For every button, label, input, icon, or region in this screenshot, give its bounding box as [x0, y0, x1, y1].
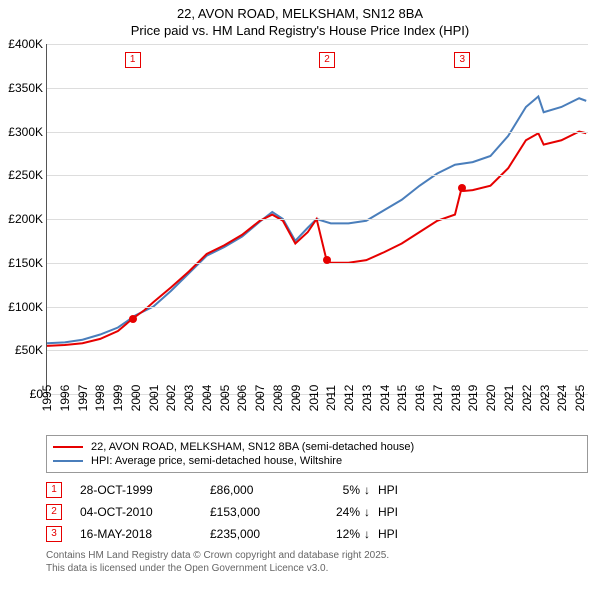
sale-marker: 3 — [454, 52, 470, 68]
x-axis-label: 2002 — [164, 385, 178, 412]
chart-footer: Contains HM Land Registry data © Crown c… — [46, 549, 588, 575]
x-axis-label: 1997 — [76, 385, 90, 412]
sales-marker-box: 2 — [46, 504, 62, 520]
x-axis-label: 2023 — [538, 385, 552, 412]
chart-legend: 22, AVON ROAD, MELKSHAM, SN12 8BA (semi-… — [46, 435, 588, 473]
sales-row: 1 28-OCT-1999£86,0005%↓HPI — [46, 479, 588, 501]
down-arrow-icon: ↓ — [364, 527, 378, 541]
x-axis-label: 2006 — [235, 385, 249, 412]
sales-diff: 12% — [310, 527, 364, 541]
x-axis-label: 2009 — [289, 385, 303, 412]
sales-diff: 24% — [310, 505, 364, 519]
x-axis-label: 2017 — [431, 385, 445, 412]
gridline — [47, 44, 588, 45]
y-axis-label: £100K — [8, 300, 43, 314]
sales-marker-box: 1 — [46, 482, 62, 498]
sale-marker: 2 — [319, 52, 335, 68]
y-axis-label: £200K — [8, 212, 43, 226]
sales-row: 3 16-MAY-2018£235,00012%↓HPI — [46, 523, 588, 545]
x-axis-label: 1996 — [58, 385, 72, 412]
sales-date: 28-OCT-1999 — [80, 483, 210, 497]
x-axis-label: 2003 — [182, 385, 196, 412]
down-arrow-icon: ↓ — [364, 483, 378, 497]
legend-item: HPI: Average price, semi-detached house,… — [53, 454, 581, 468]
y-axis-label: £400K — [8, 37, 43, 51]
x-axis-label: 1999 — [111, 385, 125, 412]
legend-item: 22, AVON ROAD, MELKSHAM, SN12 8BA (semi-… — [53, 440, 581, 454]
x-axis-label: 2010 — [307, 385, 321, 412]
sales-tag: HPI — [378, 527, 398, 541]
footer-line1: Contains HM Land Registry data © Crown c… — [46, 549, 588, 562]
gridline — [47, 132, 588, 133]
y-axis-label: £50K — [15, 343, 43, 357]
x-axis-label: 2024 — [555, 385, 569, 412]
legend-label: 22, AVON ROAD, MELKSHAM, SN12 8BA (semi-… — [91, 441, 414, 453]
y-axis-label: £350K — [8, 81, 43, 95]
sales-price: £86,000 — [210, 483, 310, 497]
x-axis-label: 2008 — [271, 385, 285, 412]
x-axis-label: 2015 — [395, 385, 409, 412]
x-axis-label: 2016 — [413, 385, 427, 412]
sales-marker-box: 3 — [46, 526, 62, 542]
y-axis-label: £250K — [8, 168, 43, 182]
y-axis-label: £300K — [8, 125, 43, 139]
x-axis-label: 2005 — [218, 385, 232, 412]
sales-date: 04-OCT-2010 — [80, 505, 210, 519]
sales-tag: HPI — [378, 483, 398, 497]
gridline — [47, 350, 588, 351]
sales-tag: HPI — [378, 505, 398, 519]
x-axis-label: 2014 — [378, 385, 392, 412]
series-property — [47, 132, 586, 346]
gridline — [47, 88, 588, 89]
sales-price: £235,000 — [210, 527, 310, 541]
legend-swatch — [53, 460, 83, 462]
x-axis-label: 2018 — [449, 385, 463, 412]
chart-plot-area: £0£50K£100K£150K£200K£250K£300K£350K£400… — [46, 44, 588, 395]
x-axis-label: 2007 — [253, 385, 267, 412]
footer-line2: This data is licensed under the Open Gov… — [46, 562, 588, 575]
x-axis-label: 2004 — [200, 385, 214, 412]
x-axis-label: 2000 — [129, 385, 143, 412]
x-axis-label: 2011 — [324, 385, 338, 411]
gridline — [47, 307, 588, 308]
sales-row: 2 04-OCT-2010£153,00024%↓HPI — [46, 501, 588, 523]
legend-label: HPI: Average price, semi-detached house,… — [91, 455, 342, 467]
sales-diff: 5% — [310, 483, 364, 497]
x-axis-label: 2021 — [502, 385, 516, 412]
sale-dot — [129, 315, 137, 323]
chart-container: 22, AVON ROAD, MELKSHAM, SN12 8BA Price … — [0, 0, 600, 575]
x-axis-label: 2001 — [147, 385, 161, 412]
x-axis-label: 2025 — [573, 385, 587, 412]
sale-dot — [323, 256, 331, 264]
x-axis-label: 2019 — [466, 385, 480, 412]
x-axis-label: 2022 — [520, 385, 534, 412]
y-axis-label: £150K — [8, 256, 43, 270]
sale-marker: 1 — [125, 52, 141, 68]
sales-table: 128-OCT-1999£86,0005%↓HPI204-OCT-2010£15… — [46, 479, 588, 545]
sales-date: 16-MAY-2018 — [80, 527, 210, 541]
legend-swatch — [53, 446, 83, 448]
x-axis-label: 2012 — [342, 385, 356, 412]
x-axis-label: 1998 — [93, 385, 107, 412]
x-axis-label: 2013 — [360, 385, 374, 412]
gridline — [47, 263, 588, 264]
x-axis-label: 2020 — [484, 385, 498, 412]
chart-title: 22, AVON ROAD, MELKSHAM, SN12 8BA — [0, 0, 600, 23]
down-arrow-icon: ↓ — [364, 505, 378, 519]
sales-price: £153,000 — [210, 505, 310, 519]
chart-subtitle: Price paid vs. HM Land Registry's House … — [0, 23, 600, 44]
gridline — [47, 219, 588, 220]
x-axis-label: 1995 — [40, 385, 54, 412]
gridline — [47, 175, 588, 176]
sale-dot — [458, 184, 466, 192]
